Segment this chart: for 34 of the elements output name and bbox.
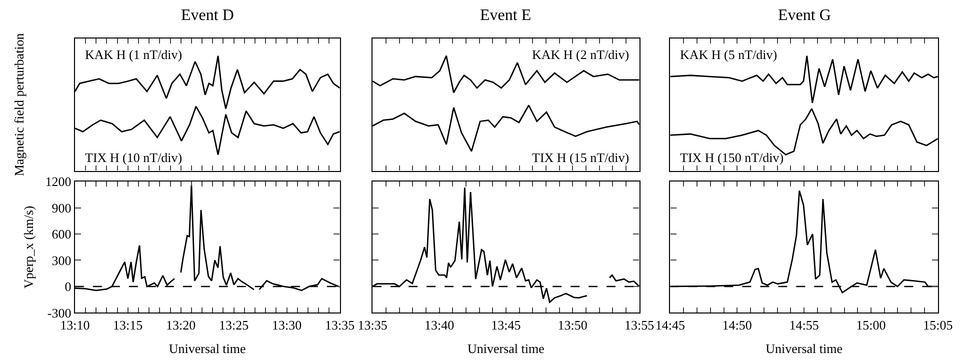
- series-label: TIX H (15 nT/div): [532, 150, 630, 165]
- x-tick-label: 14:45: [655, 317, 686, 332]
- x-tick-label: 13:25: [219, 317, 249, 332]
- x-axis-title: Universal time: [168, 341, 246, 356]
- y-axis-title: Vperp_x (km/s): [21, 206, 36, 288]
- series-label: KAK H (1 nT/div): [85, 47, 182, 62]
- x-tick-label: 13:55: [624, 317, 654, 332]
- x-tick-label: 13:40: [424, 317, 454, 332]
- y-axis-title: Magnetic field perturbation: [12, 32, 27, 176]
- series-label: TIX H (150 nT/div): [680, 150, 784, 165]
- x-axis-title: Universal time: [766, 341, 843, 356]
- x-axis-title: Universal time: [467, 341, 545, 356]
- x-tick-label: 15:00: [856, 317, 886, 332]
- x-tick-label: 13:35: [324, 317, 355, 332]
- series-label: TIX H (10 nT/div): [85, 150, 182, 165]
- y-tick-label: 0: [64, 279, 72, 294]
- y-tick-label: 900: [52, 200, 72, 216]
- x-tick-label: 13:45: [491, 317, 521, 332]
- y-tick-label: 600: [52, 226, 72, 242]
- x-tick-label: 13:20: [166, 317, 196, 332]
- x-tick-label: 14:50: [722, 317, 752, 332]
- chart-title: Event G: [778, 7, 832, 24]
- chart-title: Event D: [181, 7, 234, 24]
- x-tick-label: 13:30: [272, 317, 302, 332]
- series-label: KAK H (2 nT/div): [532, 47, 630, 62]
- series-label: KAK H (5 nT/div): [680, 47, 778, 62]
- chart-title: Event E: [480, 7, 532, 24]
- x-tick-label: 15:05: [923, 317, 953, 332]
- y-tick-label: 1200: [45, 174, 72, 190]
- x-tick-label: 14:55: [789, 317, 819, 332]
- x-tick-label: 13:35: [358, 317, 388, 332]
- x-tick-label: 13:50: [558, 317, 588, 332]
- x-tick-label: 13:15: [113, 317, 143, 332]
- y-tick-label: 300: [52, 252, 72, 268]
